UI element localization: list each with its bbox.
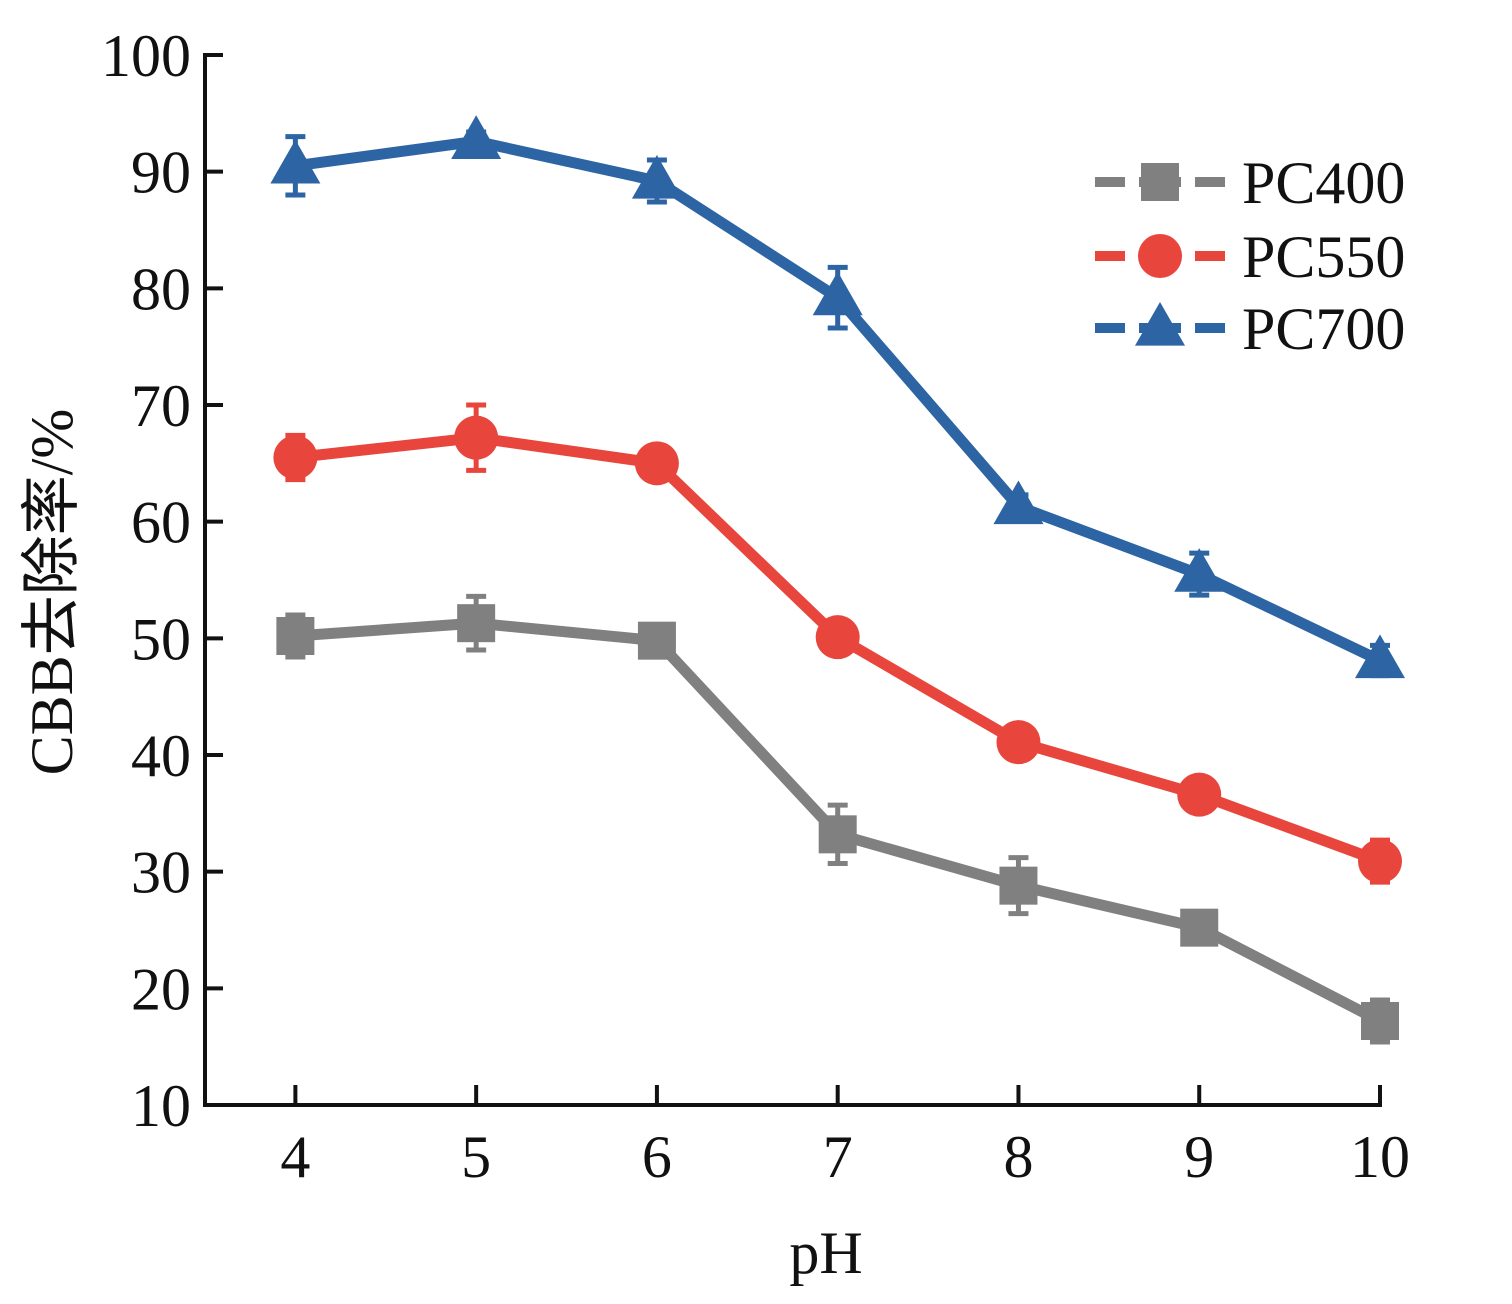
legend-label: PC400 xyxy=(1242,150,1405,216)
data-point xyxy=(457,604,496,643)
data-point xyxy=(999,866,1038,905)
data-point xyxy=(273,435,318,480)
y-tick-label: 20 xyxy=(131,956,191,1022)
data-point xyxy=(631,154,682,199)
data-point xyxy=(1361,1002,1399,1040)
data-point xyxy=(996,720,1041,765)
legend-item-pc700: PC700 xyxy=(1095,296,1405,362)
data-point xyxy=(451,115,502,159)
legend-item-pc550: PC550 xyxy=(1095,224,1405,290)
data-point xyxy=(812,271,863,316)
x-tick-label: 7 xyxy=(823,1124,853,1190)
series-layer xyxy=(270,115,1405,1045)
legend-marker xyxy=(1138,234,1182,278)
y-tick-label: 80 xyxy=(131,256,191,322)
x-tick-label: 8 xyxy=(1003,1124,1033,1190)
data-point xyxy=(634,441,679,486)
legend-marker xyxy=(1135,301,1185,346)
x-tick-label: 6 xyxy=(642,1124,672,1190)
y-tick-label: 30 xyxy=(131,840,191,906)
y-tick-label: 10 xyxy=(131,1073,191,1139)
data-point xyxy=(818,815,857,854)
y-tick-label: 100 xyxy=(101,23,191,89)
x-tick-label: 5 xyxy=(461,1124,491,1190)
data-point xyxy=(1355,634,1405,679)
data-point xyxy=(1358,839,1402,884)
data-point xyxy=(993,480,1044,525)
data-point xyxy=(1180,908,1219,947)
legend-marker xyxy=(1141,163,1179,201)
legend-item-pc400: PC400 xyxy=(1095,150,1405,216)
y-axis-title: CBB去除率/% xyxy=(19,409,85,776)
y-tick-label: 90 xyxy=(131,140,191,206)
data-point xyxy=(270,139,321,184)
axes: 10 20 30 40 50 60 70 80 90 100 4 5 6 7 8 9 10 xyxy=(101,23,1410,1190)
y-tick-label: 40 xyxy=(131,723,191,789)
y-tick-label: 70 xyxy=(131,373,191,439)
data-point xyxy=(637,621,676,660)
legend-label: PC550 xyxy=(1242,224,1405,290)
legend-label: PC700 xyxy=(1242,296,1405,362)
data-point xyxy=(276,617,315,655)
x-tick-label: 10 xyxy=(1350,1124,1410,1190)
y-tick-label: 60 xyxy=(131,490,191,556)
y-tick-label: 50 xyxy=(131,606,191,672)
x-tick-label: 4 xyxy=(280,1124,310,1190)
data-point xyxy=(454,415,499,460)
series-pc700 xyxy=(270,115,1405,679)
data-point xyxy=(1174,548,1225,592)
data-point xyxy=(815,615,860,660)
series-pc400 xyxy=(276,593,1399,1045)
x-tick-label: 9 xyxy=(1184,1124,1214,1190)
series-pc550 xyxy=(273,402,1402,885)
x-axis-title: pH xyxy=(789,1220,862,1286)
data-point xyxy=(1177,772,1222,817)
